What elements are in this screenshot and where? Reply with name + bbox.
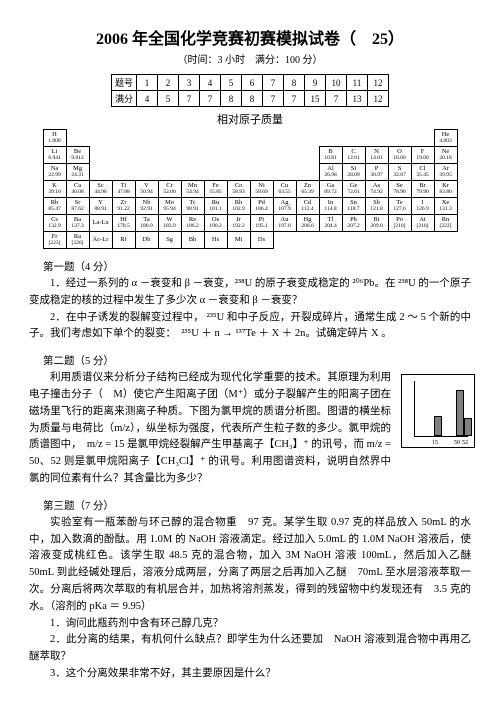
- q3-i2: 2．此分离的结果，有机何什么缺点？即学生为什么还要加 NaOH 溶液到混合物中再…: [29, 632, 471, 666]
- q2-p1: 利用质谱仪来分析分子结构已经成为现代化学重要的技术。其原理为利用电子撞击分子（ …: [29, 370, 391, 488]
- periodic-table: H1.008He4.003Li6.941Be9.012B10.81C12.01N…: [43, 129, 458, 249]
- page-title: 2006 年全国化学竞赛初赛模拟试卷（ 25）: [25, 25, 475, 49]
- q1-head: 第一题（4 分）: [43, 259, 475, 274]
- q3-i3: 3．这个分离效果非常不好，其主要原因是什么？: [29, 666, 471, 683]
- q1-p2: 2．在中子诱发的裂解变过程中， ²³⁵U 和中子反应，开裂成碎片，通常生成 2 …: [29, 310, 471, 344]
- subtitle: （时间：3 小时 满分：100 分）: [25, 51, 475, 66]
- q1-p1: 1．经过一系列的 α －衰变和 β －衰变，²³⁸U 的原子衰变成稳定的 ²⁰⁶…: [29, 276, 471, 310]
- q2-head: 第二题（5 分）: [43, 353, 475, 368]
- q3-head: 第三题（7 分）: [43, 498, 475, 513]
- mass-spectrum-figure: 155052: [401, 374, 475, 448]
- score-table: 题号123456789101112 满分457788771571312: [111, 74, 389, 107]
- periodic-label: 相对原子质量: [25, 111, 475, 127]
- q3-p1: 实验室有一瓶苯酚与环己醇的混合物重 97 克。某学生取 0.97 克的样品放入 …: [29, 515, 471, 616]
- q3-i1: 1．询问此瓶药剂中含有环己醇几克？: [29, 616, 471, 633]
